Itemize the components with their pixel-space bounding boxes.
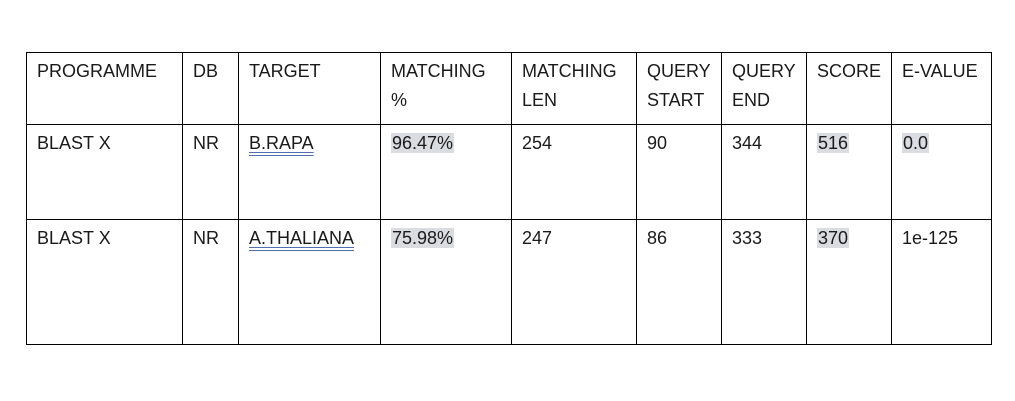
cell-e-value: 0.0 <box>891 124 992 220</box>
cell-query-end: 344 <box>721 124 807 220</box>
cell-target: A.THALIANA <box>238 219 381 345</box>
target-link[interactable]: A.THALIANA <box>249 228 355 248</box>
cell-query-end: 333 <box>721 219 807 345</box>
table-row: BLAST X NR B.RAPA 96.47% 254 90 344 516 … <box>26 124 992 220</box>
cell-matching-len: 247 <box>511 219 637 345</box>
cell-query-start: 86 <box>636 219 722 345</box>
blast-results-table: PROGRAMME DB TARGET MATCHING % MATCHING … <box>26 52 992 345</box>
cell-matching-pct: 96.47% <box>380 124 512 220</box>
matching-pct-value: 96.47% <box>391 133 455 153</box>
header-programme: PROGRAMME <box>26 52 183 125</box>
cell-score: 516 <box>806 124 892 220</box>
e-value-value: 1e-125 <box>902 228 959 248</box>
cell-matching-pct: 75.98% <box>380 219 512 345</box>
header-target: TARGET <box>238 52 381 125</box>
cell-score: 370 <box>806 219 892 345</box>
cell-query-start: 90 <box>636 124 722 220</box>
e-value-value: 0.0 <box>902 133 930 153</box>
header-matching-len: MATCHING LEN <box>511 52 637 125</box>
header-db: DB <box>182 52 239 125</box>
matching-pct-value: 75.98% <box>391 228 455 248</box>
table-header-row: PROGRAMME DB TARGET MATCHING % MATCHING … <box>26 52 992 125</box>
score-value: 516 <box>817 133 850 153</box>
header-query-end: QUERY END <box>721 52 807 125</box>
header-query-start: QUERY START <box>636 52 722 125</box>
cell-db: NR <box>182 124 239 220</box>
header-matching-pct: MATCHING % <box>380 52 512 125</box>
table-row: BLAST X NR A.THALIANA 75.98% 247 86 333 … <box>26 219 992 345</box>
cell-e-value: 1e-125 <box>891 219 992 345</box>
header-e-value: E-VALUE <box>891 52 992 125</box>
cell-programme: BLAST X <box>26 124 183 220</box>
score-value: 370 <box>817 228 850 248</box>
cell-db: NR <box>182 219 239 345</box>
cell-target: B.RAPA <box>238 124 381 220</box>
target-link[interactable]: B.RAPA <box>249 133 314 153</box>
cell-matching-len: 254 <box>511 124 637 220</box>
cell-programme: BLAST X <box>26 219 183 345</box>
header-score: SCORE <box>806 52 892 125</box>
